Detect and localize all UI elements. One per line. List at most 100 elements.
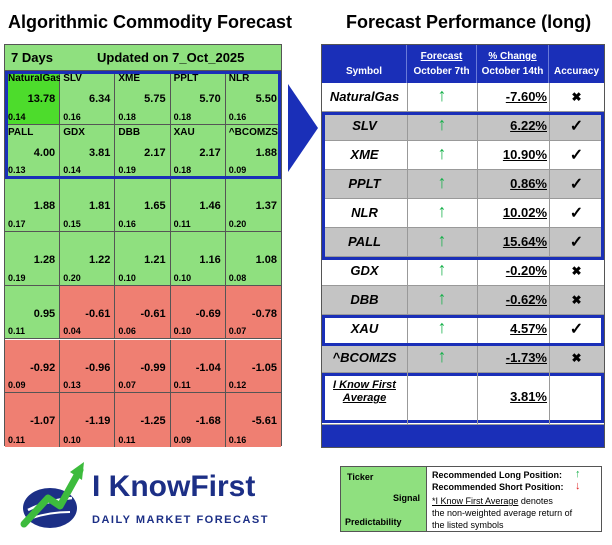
row-change: -7.60% <box>505 89 547 104</box>
legend-long-label: Recommended Long Position: <box>432 470 563 480</box>
row-change: -0.20% <box>505 263 547 278</box>
cell-signal: 5.75 <box>144 93 166 105</box>
legend-predictability: Predictability <box>345 517 402 527</box>
performance-row: NLR ↑ 10.02% ✓ <box>322 199 604 228</box>
heatmap-cell: XME 5.75 0.18 <box>115 71 171 125</box>
forecast-horizon: 7 Days <box>11 50 53 65</box>
up-arrow-icon: ↑ <box>437 143 447 163</box>
heatmap-cell: ^BCOMZS 1.88 0.09 <box>225 124 281 179</box>
cell-signal: 1.28 <box>33 254 56 267</box>
cell-signal: -0.61 <box>85 307 111 320</box>
up-arrow-icon: ↑ <box>437 288 447 308</box>
cell-signal: -1.04 <box>195 361 221 374</box>
logo-wordmark: I KnowFirst <box>92 470 256 503</box>
cell-predictability: 0.20 <box>63 272 81 283</box>
cell-signal: -0.99 <box>140 361 166 374</box>
cell-predictability: 0.19 <box>8 272 26 283</box>
row-symbol: XME <box>350 147 379 162</box>
cell-signal: 4.00 <box>33 146 56 159</box>
heatmap-cell: -1.25 0.11 <box>115 393 171 447</box>
heatmap-cell: -1.05 0.12 <box>225 339 281 394</box>
performance-row: PPLT ↑ 0.86% ✓ <box>322 170 604 199</box>
row-symbol: NLR <box>351 205 378 220</box>
cross-icon: ✖ <box>571 90 582 104</box>
cell-symbol: ^BCOMZS <box>228 126 278 138</box>
heatmap-cell: 1.37 0.20 <box>225 178 281 233</box>
iknowfirst-logo: I KnowFirst DAILY MARKET FORECAST <box>14 460 290 536</box>
cell-symbol: XME <box>118 73 141 84</box>
cell-signal: 13.78 <box>27 93 56 105</box>
up-arrow-icon: ↑ <box>437 346 447 366</box>
cell-signal: 1.88 <box>33 200 56 213</box>
cell-predictability: 0.10 <box>173 326 192 337</box>
cell-signal: -1.05 <box>251 361 277 374</box>
up-arrow-icon: ↑ <box>437 317 447 337</box>
legend-short-label: Recommended Short Position: <box>432 482 564 492</box>
legend-average-note: *I Know First Average denotes <box>432 496 553 506</box>
cell-predictability: 0.15 <box>63 219 81 230</box>
cell-signal: -0.69 <box>195 307 221 320</box>
col-header-forecast: Forecast October 7th <box>407 45 477 83</box>
cell-predictability: 0.16 <box>228 111 247 122</box>
cell-signal: 1.21 <box>144 254 166 267</box>
cell-predictability: 0.18 <box>118 111 136 122</box>
cell-predictability: 0.10 <box>63 434 81 445</box>
heatmap-cell: 1.21 0.10 <box>115 232 171 286</box>
heatmap-cell: GDX 3.81 0.14 <box>60 124 116 179</box>
performance-row: XAU ↑ 4.57% ✓ <box>322 315 604 344</box>
heatmap-cell: 1.88 0.17 <box>5 178 61 233</box>
cell-predictability: 0.10 <box>118 272 136 283</box>
legend-sample-cell: Ticker Signal Predictability <box>341 467 427 531</box>
up-arrow-icon: ↑ <box>437 259 447 279</box>
legend-note-line3: the listed symbols <box>432 520 504 530</box>
performance-table: Symbol Forecast October 7th % Change Oct… <box>321 44 605 448</box>
legend-up-arrow-icon: ↑ <box>575 468 581 480</box>
col-header-accuracy: Accuracy <box>549 45 604 83</box>
cell-signal: 1.81 <box>88 200 111 213</box>
up-arrow-icon: ↑ <box>437 172 447 192</box>
cell-symbol: PALL <box>8 126 34 138</box>
legend-ticker: Ticker <box>347 472 374 482</box>
cell-symbol: PPLT <box>173 73 199 84</box>
row-symbol: PPLT <box>348 176 381 191</box>
cell-signal: 5.50 <box>255 93 277 105</box>
performance-row: DBB ↑ -0.62% ✖ <box>322 286 604 315</box>
legend-down-arrow-icon: ↓ <box>575 480 581 492</box>
heatmap-cell: 1.46 0.11 <box>170 178 226 233</box>
cell-predictability: 0.07 <box>228 326 247 337</box>
up-arrow-icon: ↑ <box>437 114 447 134</box>
heatmap-cell: XAU 2.17 0.18 <box>170 124 226 179</box>
row-symbol: GDX <box>350 263 379 278</box>
check-icon: ✓ <box>569 147 584 164</box>
cell-signal: 1.88 <box>255 146 277 159</box>
legend-box: Ticker Signal Predictability Recommended… <box>340 466 602 532</box>
row-change: 6.22% <box>510 118 547 133</box>
cell-predictability: 0.16 <box>63 111 81 122</box>
cell-signal: 2.17 <box>144 146 166 159</box>
cell-predictability: 0.11 <box>8 434 26 445</box>
cell-signal: 1.16 <box>199 254 221 267</box>
heatmap-cell: -0.61 0.04 <box>60 285 116 340</box>
heatmap-cell: DBB 2.17 0.19 <box>115 124 171 179</box>
cell-signal: 6.34 <box>88 93 111 105</box>
cell-predictability: 0.12 <box>228 380 247 391</box>
cell-predictability: 0.14 <box>63 165 81 176</box>
cell-predictability: 0.20 <box>228 219 247 230</box>
cell-predictability: 0.11 <box>173 380 191 391</box>
cell-predictability: 0.19 <box>118 165 136 176</box>
cell-signal: 1.08 <box>255 254 277 267</box>
updated-date: Updated on 7_Oct_2025 <box>97 50 245 65</box>
cell-signal: 2.17 <box>199 146 221 159</box>
heatmap-cell: NaturalGas 13.78 0.14 <box>5 71 61 125</box>
row-change: 10.90% <box>502 147 547 162</box>
pointer-arrow-icon <box>288 84 318 172</box>
cell-predictability: 0.09 <box>8 380 26 391</box>
heatmap-cell: SLV 6.34 0.16 <box>60 71 116 125</box>
average-change: 3.81% <box>510 389 547 404</box>
cell-signal: -1.25 <box>140 415 166 428</box>
cell-signal: -0.92 <box>30 361 56 374</box>
cell-symbol: GDX <box>63 126 85 138</box>
cell-predictability: 0.16 <box>118 219 136 230</box>
row-change: -0.62% <box>505 292 547 307</box>
heatmap-cell: -0.99 0.07 <box>115 339 171 394</box>
